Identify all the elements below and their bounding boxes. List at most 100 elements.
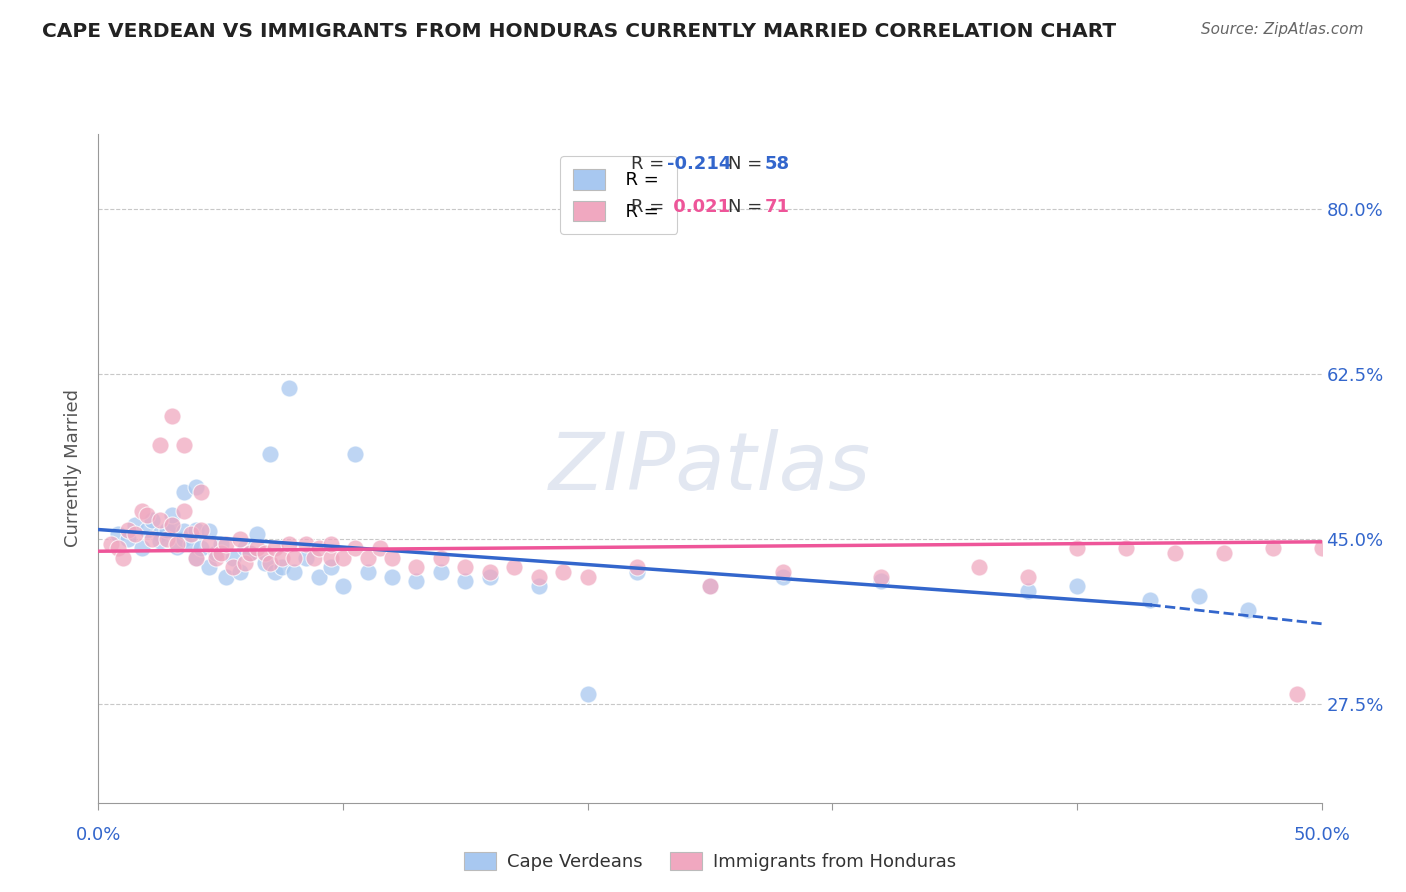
Point (1237, 602, 1260, 616)
Point (156, 532, 179, 546)
Point (156, 523, 179, 537)
Point (1115, 541, 1137, 556)
Point (283, 550, 305, 565)
Point (100, 537, 122, 551)
Text: N =: N = (728, 198, 768, 216)
Point (107, 527, 129, 541)
Point (1334, 541, 1357, 556)
Point (107, 541, 129, 556)
Point (319, 550, 342, 565)
Point (173, 484, 195, 499)
Point (173, 532, 195, 546)
Point (190, 541, 212, 556)
Text: R =: R = (630, 198, 669, 216)
Point (319, 560, 342, 574)
Point (1384, 541, 1406, 556)
Point (302, 550, 325, 565)
Y-axis label: Currently Married: Currently Married (65, 389, 83, 548)
Point (259, 447, 281, 461)
Point (1212, 546, 1234, 560)
Point (344, 541, 367, 556)
Point (239, 546, 262, 560)
Text: 0.021: 0.021 (668, 198, 730, 216)
Text: 0.0%: 0.0% (76, 826, 121, 845)
Point (278, 381, 301, 395)
Point (222, 560, 245, 574)
Point (478, 565, 501, 579)
Point (772, 569, 794, 583)
Point (344, 447, 367, 461)
Point (626, 560, 648, 574)
Point (308, 569, 330, 583)
Point (229, 532, 252, 546)
Point (699, 579, 721, 593)
Point (263, 565, 285, 579)
Text: 71: 71 (765, 198, 790, 216)
Point (576, 569, 599, 583)
Point (368, 541, 391, 556)
Text: 58: 58 (765, 155, 790, 173)
Point (356, 550, 378, 565)
Point (1017, 569, 1039, 583)
Point (1066, 541, 1088, 556)
Point (239, 546, 262, 560)
Text: Source: ZipAtlas.com: Source: ZipAtlas.com (1201, 22, 1364, 37)
Text: ZIPatlas: ZIPatlas (548, 429, 872, 508)
Point (149, 533, 172, 548)
Point (246, 527, 269, 541)
Point (405, 560, 427, 574)
Point (870, 574, 893, 589)
Point (332, 550, 354, 565)
Point (141, 513, 163, 527)
Point (214, 537, 236, 551)
Point (356, 565, 378, 579)
Point (186, 523, 208, 537)
Point (527, 579, 550, 593)
Point (1286, 688, 1309, 702)
Point (308, 541, 330, 556)
Point (1188, 589, 1211, 603)
Point (205, 550, 228, 565)
Point (553, 565, 575, 579)
Point (186, 550, 208, 565)
Text: 50.0%: 50.0% (1294, 826, 1350, 845)
Point (209, 537, 232, 551)
Point (136, 523, 159, 537)
Point (233, 556, 256, 570)
Point (1310, 541, 1333, 556)
Point (772, 565, 794, 579)
Point (503, 560, 526, 574)
Point (246, 541, 269, 556)
Point (278, 537, 301, 551)
Point (253, 546, 276, 560)
Legend:   R = ,   R = : R = , R = (560, 156, 678, 234)
Point (270, 550, 294, 565)
Point (699, 579, 721, 593)
Point (190, 523, 212, 537)
Point (233, 541, 256, 556)
Text: N =: N = (728, 155, 768, 173)
Point (111, 550, 134, 565)
Point (197, 524, 219, 539)
Point (186, 480, 208, 494)
Point (149, 513, 172, 527)
Point (1261, 541, 1284, 556)
Point (295, 550, 318, 565)
Point (141, 532, 163, 546)
Point (1066, 579, 1088, 593)
Point (870, 569, 893, 583)
Point (405, 574, 427, 589)
Point (180, 537, 202, 551)
Legend: Cape Verdeans, Immigrants from Honduras: Cape Verdeans, Immigrants from Honduras (457, 845, 963, 879)
Point (576, 688, 599, 702)
Point (166, 537, 188, 551)
Point (1360, 541, 1382, 556)
Point (214, 569, 236, 583)
Point (173, 504, 195, 518)
Point (253, 556, 276, 570)
Point (197, 560, 219, 574)
Point (430, 550, 453, 565)
Point (160, 508, 183, 523)
Point (124, 517, 146, 532)
Point (270, 560, 294, 574)
